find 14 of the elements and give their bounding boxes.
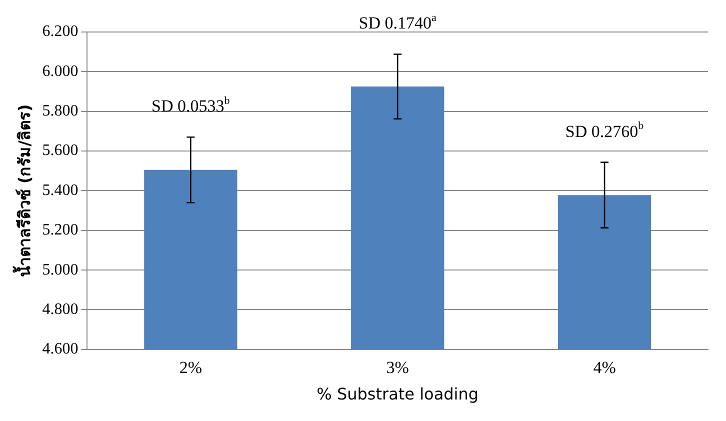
y-tick-label: 6.200 xyxy=(42,23,78,40)
y-tick-label: 5.000 xyxy=(42,261,78,278)
x-tick-label: 2% xyxy=(179,358,202,378)
y-tick-label: 5.600 xyxy=(42,142,78,160)
y-tick-label: 5.800 xyxy=(42,102,78,120)
y-tick-label: 4.800 xyxy=(42,300,78,318)
x-tick-label: 3% xyxy=(386,358,409,378)
x-tick-label: 4% xyxy=(593,358,616,378)
y-tick-label: 6.000 xyxy=(42,62,78,80)
y-tick-label: 4.600 xyxy=(42,340,78,358)
y-axis-title: น้ำตาลรีดิวซ์ (กรัม/ลิตร) xyxy=(12,104,34,278)
y-tick-label: 5.400 xyxy=(42,182,78,199)
y-tick-label: 5.200 xyxy=(42,222,78,239)
x-axis-title: % Substrate loading xyxy=(316,384,479,404)
